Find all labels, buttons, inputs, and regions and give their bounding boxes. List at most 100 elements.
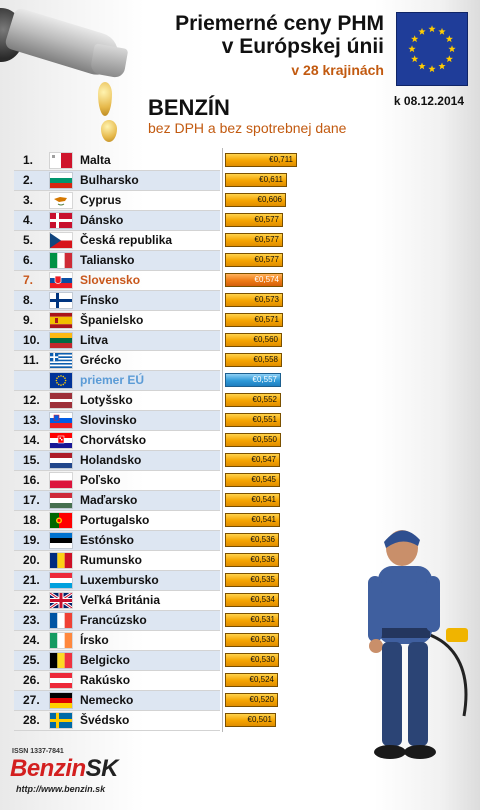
row-separator bbox=[14, 410, 220, 411]
worker-cap bbox=[384, 530, 420, 548]
rank-label: 20. bbox=[23, 553, 40, 567]
row-separator bbox=[14, 430, 220, 431]
country-label: Malta bbox=[80, 153, 111, 167]
star-icon bbox=[428, 65, 436, 73]
sweden-flag-icon bbox=[50, 713, 72, 728]
price-bar: €0,574 bbox=[225, 273, 283, 287]
price-bar: €0,577 bbox=[225, 213, 283, 227]
portugal-flag-icon bbox=[50, 513, 72, 528]
slovakia-flag-icon bbox=[50, 273, 72, 288]
country-label: Estónsko bbox=[80, 533, 135, 547]
rank-label: 9. bbox=[23, 313, 34, 327]
star-icon bbox=[418, 27, 426, 35]
table-row: 22. Veľká Británia bbox=[14, 591, 220, 610]
row-separator bbox=[14, 190, 220, 191]
italy-flag-icon bbox=[50, 253, 72, 268]
price-bar: €0,573 bbox=[225, 293, 283, 307]
worker-belt bbox=[380, 628, 430, 638]
table-row: 20. Rumunsko bbox=[14, 551, 220, 570]
chart-title: Priemerné ceny PHM v Európskej únii bbox=[134, 12, 384, 58]
table-row: 26. Rakúsko bbox=[14, 671, 220, 690]
country-label: Česká republika bbox=[80, 233, 173, 247]
fuel-drop bbox=[98, 82, 112, 116]
title-line-2: v Európskej únii bbox=[221, 35, 384, 58]
star-icon bbox=[418, 62, 426, 70]
country-label: Nemecko bbox=[80, 693, 134, 707]
price-bar: €0,541 bbox=[225, 513, 280, 527]
hungary-flag-icon bbox=[50, 493, 72, 508]
table-row: 16. Poľsko bbox=[14, 471, 220, 490]
row-separator bbox=[14, 710, 220, 711]
price-bar: €0,547 bbox=[225, 453, 280, 467]
price-bar: €0,545 bbox=[225, 473, 280, 487]
rank-label: 26. bbox=[23, 673, 40, 687]
star-icon bbox=[411, 55, 419, 63]
rank-label: 8. bbox=[23, 293, 34, 307]
rank-label: 15. bbox=[23, 453, 40, 467]
row-separator bbox=[14, 670, 220, 671]
row-separator bbox=[14, 270, 220, 271]
price-bar: €0,501 bbox=[225, 713, 276, 727]
star-icon bbox=[411, 35, 419, 43]
table-row: 11. Grécko bbox=[14, 351, 220, 370]
price-bar: €0,541 bbox=[225, 493, 280, 507]
eu-flag bbox=[396, 12, 468, 86]
rank-label: 19. bbox=[23, 533, 40, 547]
country-label: priemer EÚ bbox=[80, 373, 145, 387]
logo-part-1: Benzin bbox=[10, 755, 86, 782]
rank-label: 25. bbox=[23, 653, 40, 667]
table-row: 1. Malta bbox=[14, 151, 220, 170]
table-row: 18. Portugalsko bbox=[14, 511, 220, 530]
star-icon bbox=[438, 62, 446, 70]
row-separator bbox=[14, 610, 220, 611]
rank-label: 23. bbox=[23, 613, 40, 627]
price-bar: €0,536 bbox=[225, 533, 279, 547]
worker-hand bbox=[369, 639, 383, 653]
rank-label: 13. bbox=[23, 413, 40, 427]
rank-label: 28. bbox=[23, 713, 40, 727]
rank-label: 2. bbox=[23, 173, 34, 187]
rank-label: 17. bbox=[23, 493, 40, 507]
price-bar: €0,535 bbox=[225, 573, 279, 587]
row-separator bbox=[14, 470, 220, 471]
estonia-flag-icon bbox=[50, 533, 72, 548]
greece-flag-icon bbox=[50, 353, 72, 368]
country-label: Luxembursko bbox=[80, 573, 159, 587]
czech-flag-icon bbox=[50, 233, 72, 248]
pump-nozzle bbox=[446, 628, 468, 642]
table-row: 9. Španielsko bbox=[14, 311, 220, 330]
table-row: 6. Taliansko bbox=[14, 251, 220, 270]
country-label: Veľká Británia bbox=[80, 593, 160, 607]
eu-flag-icon bbox=[50, 373, 72, 388]
country-label: Holandsko bbox=[80, 453, 142, 467]
worker-arm-right bbox=[426, 576, 440, 632]
lithuania-flag-icon bbox=[50, 333, 72, 348]
price-bar: €0,530 bbox=[225, 633, 279, 647]
table-row: 4. Dánsko bbox=[14, 211, 220, 230]
country-label: Bulharsko bbox=[80, 173, 139, 187]
row-separator bbox=[14, 510, 220, 511]
axis-line bbox=[222, 148, 223, 732]
poland-flag-icon bbox=[50, 473, 72, 488]
row-separator bbox=[14, 370, 220, 371]
bulgaria-flag-icon bbox=[50, 173, 72, 188]
table-row: 24. Írsko bbox=[14, 631, 220, 650]
price-bar: €0,577 bbox=[225, 233, 283, 247]
price-bar: €0,530 bbox=[225, 653, 279, 667]
country-label: Slovensko bbox=[80, 273, 141, 287]
country-label: Rakúsko bbox=[80, 673, 131, 687]
star-icon bbox=[445, 55, 453, 63]
price-bar: €0,711 bbox=[225, 153, 297, 167]
germany-flag-icon bbox=[50, 693, 72, 708]
price-bar: €0,551 bbox=[225, 413, 281, 427]
rank-label: 3. bbox=[23, 193, 34, 207]
date-label: k 08.12.2014 bbox=[393, 94, 464, 108]
site-url: http://www.benzin.sk bbox=[16, 784, 106, 794]
table-row: 28. Švédsko bbox=[14, 711, 220, 730]
logo-part-2: SK bbox=[85, 755, 119, 782]
slovenia-flag-icon bbox=[50, 413, 72, 428]
table-row: 19. Estónsko bbox=[14, 531, 220, 550]
belgium-flag-icon bbox=[50, 653, 72, 668]
star-icon bbox=[448, 45, 456, 53]
row-separator bbox=[14, 590, 220, 591]
